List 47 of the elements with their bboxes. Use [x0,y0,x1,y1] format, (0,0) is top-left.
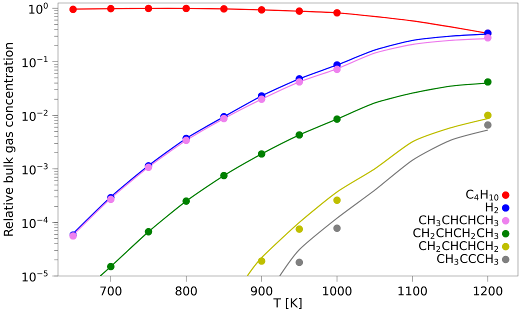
point [296,131,304,139]
point [258,6,266,14]
legend-label: CH$_{2}$CHCH$_{2}$CH$_{3}$ [413,228,498,240]
point [484,121,492,129]
point [107,262,115,270]
point [182,4,190,12]
y-tick-label: 10$^{0}$ [29,2,48,14]
point [333,115,341,123]
point [296,258,304,266]
point [484,34,492,42]
x-tick-label: 1200 [474,286,502,296]
point [258,95,266,103]
point [107,4,115,12]
legend-label: CH$_{3}$CHCHCH$_{3}$ [419,215,498,226]
y-tick-label: 10$^{−1}$ [22,56,48,68]
point [69,6,77,14]
point [182,197,190,205]
point [296,78,304,86]
y-tick-label: 10$^{−2}$ [22,110,48,121]
point [296,7,304,15]
point [144,4,152,12]
point [220,5,228,13]
point [258,150,266,158]
legend-label: CH$_{2}$CHCHCH$_{2}$ [419,241,498,252]
y-axis-title: Relative bulk gas concentration [3,43,16,236]
legend-label: C$_{4}$H$_{10}$ [466,190,498,200]
point [258,257,266,265]
x-tick-label: 1000 [323,286,352,296]
point [333,224,341,232]
point [333,9,341,17]
x-tick-label: 1100 [398,286,427,296]
legend-label: CH$_{3}$CCCH$_{3}$ [437,254,498,265]
point [333,196,341,204]
y-tick-label: 10$^{−4}$ [22,216,48,228]
x-tick-label: 900 [250,286,272,296]
y-tick-label: 10$^{−5}$ [22,270,48,282]
y-tick-label: 10$^{−3}$ [22,163,48,174]
x-tick-label: 800 [176,286,197,296]
point [484,112,492,120]
x-tick-label: 700 [100,286,122,296]
point [220,172,228,180]
x-axis-title: T [K] [273,298,302,309]
point [296,225,304,233]
point [333,66,341,74]
point [484,78,492,86]
legend-label: H$_{2}$ [486,202,498,214]
point [144,228,152,236]
